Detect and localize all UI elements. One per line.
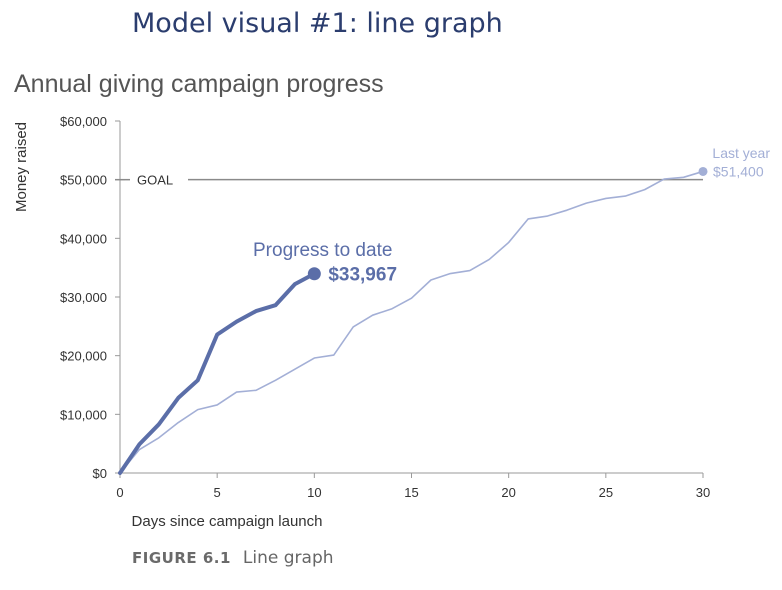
y-axis-label: Money raised [13,122,30,212]
y-tick-label: $30,000 [60,290,107,305]
goal-line-group: GOAL [115,173,703,188]
progress-series-name: Progress to date [253,240,392,261]
figure-caption: FIGURE 6.1 Line graph [132,548,334,568]
last-year-series-name: Last year [712,145,770,161]
x-tick-label: 0 [116,485,123,500]
last-year-end-marker [698,166,708,176]
progress-line [118,271,317,475]
y-tick-label: $0 [93,466,107,481]
y-tick-label: $10,000 [60,407,107,422]
y-tick-label: $60,000 [60,114,107,129]
x-tick-label: 10 [307,485,321,500]
x-tick-label: 5 [214,485,221,500]
x-axis: 0 5 10 15 20 25 30 [116,472,710,500]
series-group: Last year $51,400 Progress to date $33,967 [118,145,770,475]
y-tick-label: $40,000 [60,231,107,246]
figure-number: FIGURE 6.1 [132,549,231,567]
y-tick-label: $20,000 [60,349,107,364]
x-axis-label: Days since campaign launch [132,513,323,530]
progress-end-value: $33,967 [328,265,397,286]
y-tick-label: $50,000 [60,173,107,188]
last-year-line [119,170,704,474]
x-tick-label: 15 [404,485,418,500]
last-year-end-value: $51,400 [713,163,764,179]
x-tick-label: 25 [599,485,613,500]
y-axis: $0 $10,000 $20,000 $30,000 $40,000 $50,000 $60… [60,114,125,481]
chart-title: Annual giving campaign progress [14,70,384,98]
x-tick-label: 20 [501,485,515,500]
figure-caption-text: Line graph [242,548,334,568]
x-tick-label: 30 [696,485,710,500]
progress-end-marker [307,267,321,281]
goal-label: GOAL [137,173,173,188]
page-heading: Model visual #1: line graph [132,8,503,39]
